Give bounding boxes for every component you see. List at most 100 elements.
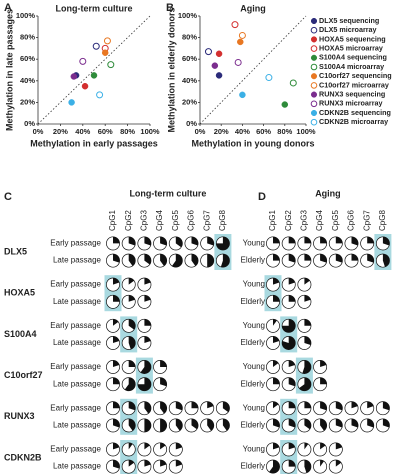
data-point xyxy=(204,48,212,56)
pie-wedge xyxy=(144,418,151,432)
data-point xyxy=(265,74,273,82)
pie-wedge xyxy=(144,278,151,285)
data-point xyxy=(103,37,111,45)
legend-label: CDKN2B microarray xyxy=(319,117,388,126)
pie-wedge xyxy=(160,377,167,387)
legend-label: DLX5 microarray xyxy=(319,25,377,34)
data-point xyxy=(70,73,78,80)
diagonal xyxy=(199,15,307,125)
y-tick-label: 100% xyxy=(16,11,36,20)
chart-title: Aging xyxy=(240,3,266,13)
pie-wedge xyxy=(288,295,296,302)
legend-marker xyxy=(310,54,318,61)
data-point xyxy=(289,79,297,87)
column-label: CpG8 xyxy=(378,210,387,231)
pie-wedge xyxy=(175,236,183,248)
y-tick-label: 0% xyxy=(24,119,35,128)
x-tick-label: 60% xyxy=(256,127,271,136)
pie-wedge xyxy=(128,360,136,367)
data-point xyxy=(234,58,242,66)
row-label: Early passage xyxy=(50,403,101,412)
row-label: Early passage xyxy=(50,445,101,454)
x-axis-title: Methylation in early passages xyxy=(30,138,158,148)
data-point xyxy=(68,99,75,106)
pie-wedge xyxy=(128,401,136,411)
legend-marker xyxy=(310,36,318,43)
legend-label: RUNX3 microarray xyxy=(319,99,383,108)
x-tick-label: 0% xyxy=(195,127,206,136)
pie-wedge xyxy=(382,254,390,267)
pie-wedge xyxy=(335,460,342,467)
legend-marker xyxy=(310,91,318,98)
row-label: Early passage xyxy=(50,280,101,289)
pie-wedge xyxy=(128,278,135,285)
pie-wedge xyxy=(128,418,136,431)
pie-wedge xyxy=(351,254,359,261)
pie-wedge xyxy=(320,377,327,385)
row-label: Early passage xyxy=(50,239,101,248)
diagonal xyxy=(37,15,151,125)
pie-wedge xyxy=(113,460,120,469)
row-label: Late passage xyxy=(53,379,102,388)
pie-wedge xyxy=(304,278,310,285)
pie-wedge xyxy=(382,418,390,428)
pie-wedge xyxy=(282,336,296,350)
pie-wedge xyxy=(144,442,150,450)
row-label: Young xyxy=(243,362,265,371)
column-label: CpG1 xyxy=(268,210,277,231)
pie-wedge xyxy=(304,236,311,244)
y-tick-label: 80% xyxy=(182,33,197,42)
pie-wedge xyxy=(113,401,120,409)
pie-wedge xyxy=(216,236,230,250)
pie-wedge xyxy=(367,254,374,263)
pie-wedge xyxy=(304,319,311,326)
pie-wedge xyxy=(288,254,296,263)
pie-wedge xyxy=(128,319,136,330)
pie-wedge xyxy=(113,442,120,450)
x-tick-label: 100% xyxy=(140,127,160,136)
row-label: Young xyxy=(243,280,265,289)
gene-label: S100A4 xyxy=(4,329,37,339)
row-label: Elderly xyxy=(241,421,265,430)
pie-wedge xyxy=(175,460,183,467)
pie-wedge xyxy=(320,254,327,263)
x-tick-label: 0% xyxy=(33,127,44,136)
pie-wedge xyxy=(273,295,280,302)
gene-label: C10orf27 xyxy=(4,370,43,380)
data-point xyxy=(90,72,98,79)
column-label: CpG5 xyxy=(171,210,180,231)
pie-wedge xyxy=(191,236,199,246)
pie-wedge xyxy=(273,360,279,367)
panel-letter: C xyxy=(4,191,12,203)
pie-wedge xyxy=(222,401,230,413)
row-label: Early passage xyxy=(50,321,101,330)
y-axis-title: Methylation in elderly donors xyxy=(166,7,176,132)
pie-wedge xyxy=(304,254,311,261)
pie-wedge xyxy=(367,418,374,428)
legend-marker xyxy=(310,26,318,34)
legend-marker xyxy=(310,73,318,80)
pie-wedge xyxy=(160,418,167,432)
y-tick-label: 60% xyxy=(182,54,197,63)
row-label: Late passage xyxy=(53,256,102,265)
pie-wedge xyxy=(273,401,279,409)
chart-title: Long-term culture xyxy=(55,3,132,13)
pie-wedge xyxy=(113,418,120,428)
legend-marker xyxy=(310,82,318,89)
pie-wedge xyxy=(273,319,277,326)
pie-wedge xyxy=(207,418,214,431)
column-label: CpG7 xyxy=(362,210,371,231)
pie-wedge xyxy=(288,401,296,409)
data-point xyxy=(215,72,223,79)
pie-wedge xyxy=(335,401,343,411)
pie-wedge xyxy=(320,442,326,450)
pie-wedge xyxy=(144,295,151,302)
chart-title: Aging xyxy=(315,188,341,198)
pie-wedge xyxy=(335,442,343,450)
x-axis-title: Methylation in young donors xyxy=(192,138,315,148)
gene-label: HOXA5 xyxy=(4,288,35,298)
pie-wedge xyxy=(273,278,280,285)
data-point xyxy=(231,21,239,29)
pie-wedge xyxy=(335,254,343,263)
